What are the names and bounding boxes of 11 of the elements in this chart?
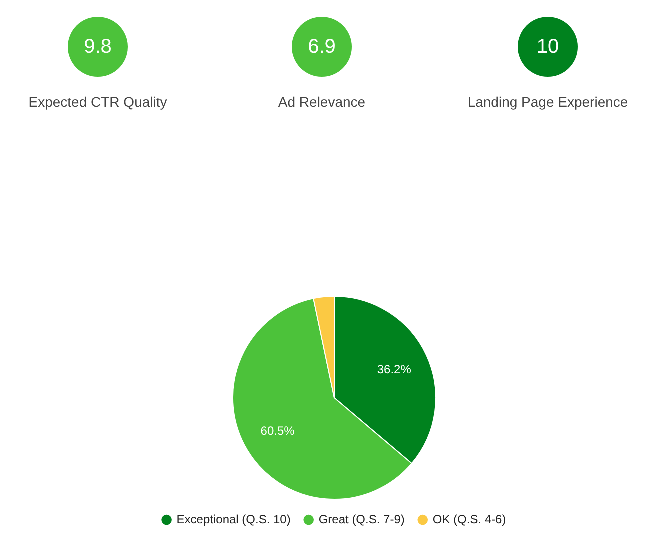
legend-label: OK (Q.S. 4-6) (432, 512, 506, 526)
data-label: 60.5% (260, 424, 296, 438)
score-circle: 10 (518, 17, 578, 77)
score-circle: 6.9 (292, 17, 352, 77)
data-label: 36.2% (377, 362, 412, 377)
category-label: Ad Relevance (277, 94, 367, 110)
score-circle: 9.8 (68, 17, 128, 77)
category-label: Expected CTR Quality (28, 94, 168, 110)
category-label: Landing Page Experience (466, 94, 630, 110)
legend-label: Great (Q.S. 7-9) (318, 512, 405, 526)
legend-label: Exceptional (Q.S. 10) (176, 512, 291, 526)
